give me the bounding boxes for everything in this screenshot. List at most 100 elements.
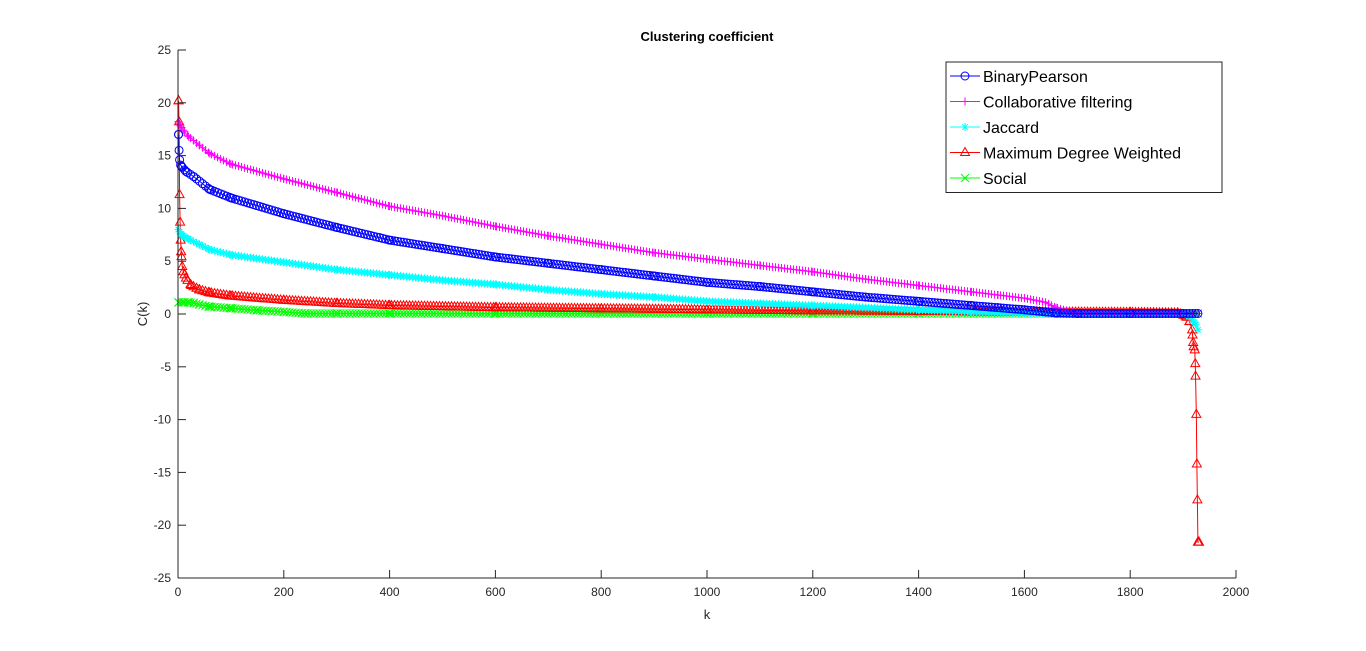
data-point xyxy=(822,288,832,298)
data-point xyxy=(1190,318,1199,327)
data-point xyxy=(693,276,703,286)
data-point xyxy=(222,249,231,258)
data-point xyxy=(798,286,808,296)
data-point xyxy=(789,285,799,295)
data-point xyxy=(1186,323,1198,334)
data-point xyxy=(1059,308,1069,318)
data-point xyxy=(486,251,496,261)
data-point xyxy=(332,309,342,318)
y-tick-label: 5 xyxy=(164,254,171,268)
data-point xyxy=(825,288,835,298)
data-point xyxy=(1189,357,1201,368)
data-point xyxy=(579,263,589,273)
data-point xyxy=(717,278,727,288)
data-point xyxy=(1182,308,1192,318)
data-point xyxy=(252,305,262,315)
legend-item: Jaccard xyxy=(950,120,1039,137)
x-tick-label: 1400 xyxy=(905,585,932,599)
data-point xyxy=(957,300,967,310)
data-point xyxy=(801,286,811,296)
data-point xyxy=(175,245,187,256)
data-point xyxy=(1014,304,1024,314)
data-point xyxy=(396,237,406,247)
data-point xyxy=(914,296,924,306)
data-point xyxy=(967,301,976,311)
data-point xyxy=(909,296,919,306)
data-point xyxy=(384,299,395,310)
data-point xyxy=(216,248,225,257)
data-point xyxy=(1089,308,1099,318)
data-point xyxy=(444,244,454,254)
data-point xyxy=(491,222,500,231)
data-point xyxy=(1092,308,1102,318)
x-tick-label: 200 xyxy=(274,585,294,599)
data-point xyxy=(726,279,736,289)
data-point xyxy=(1176,308,1186,318)
data-point xyxy=(615,267,625,277)
data-point xyxy=(687,275,697,285)
data-point xyxy=(1035,306,1045,316)
data-point xyxy=(780,284,790,294)
y-tick-label: -10 xyxy=(154,413,172,427)
data-point xyxy=(703,255,711,264)
data-point xyxy=(762,282,772,292)
data-point xyxy=(1095,308,1105,318)
data-point xyxy=(1077,308,1087,318)
legend-item: Collaborative filtering xyxy=(950,95,1132,112)
data-point xyxy=(846,291,856,301)
data-point xyxy=(936,298,946,308)
data-point xyxy=(501,253,511,263)
data-point xyxy=(1192,493,1203,504)
data-point xyxy=(1191,457,1203,468)
data-point xyxy=(332,222,342,232)
data-point xyxy=(1190,370,1201,380)
data-point xyxy=(879,294,889,304)
data-point xyxy=(888,294,898,304)
data-point xyxy=(447,245,457,255)
data-point xyxy=(840,290,850,300)
data-point xyxy=(175,119,184,128)
data-point xyxy=(525,256,535,266)
data-point xyxy=(903,295,913,305)
data-point xyxy=(226,160,235,169)
data-point xyxy=(963,300,973,310)
data-point xyxy=(885,294,895,304)
data-point xyxy=(870,293,880,303)
legend-marker xyxy=(961,123,969,131)
data-point xyxy=(195,141,204,150)
data-point xyxy=(702,277,712,287)
data-point xyxy=(1098,308,1108,318)
x-tick-label: 2000 xyxy=(1223,585,1250,599)
data-point xyxy=(972,301,982,311)
data-point xyxy=(432,243,442,253)
data-point xyxy=(194,300,204,309)
data-point xyxy=(639,270,649,280)
data-point xyxy=(385,270,394,279)
legend-label: Social xyxy=(983,171,1027,188)
data-point xyxy=(219,249,228,258)
legend-marker xyxy=(961,97,969,106)
data-point xyxy=(510,254,520,264)
data-point xyxy=(480,250,490,260)
data-point xyxy=(531,257,541,267)
data-point xyxy=(198,179,208,189)
data-point xyxy=(808,267,817,276)
data-point xyxy=(179,231,188,240)
data-point xyxy=(198,241,207,250)
data-point xyxy=(714,278,724,288)
data-point xyxy=(1086,308,1096,318)
data-point xyxy=(1011,304,1021,314)
data-point xyxy=(603,265,613,275)
data-point xyxy=(852,291,862,301)
data-point xyxy=(498,253,508,263)
x-tick-label: 1000 xyxy=(694,585,721,599)
data-point xyxy=(570,261,580,271)
data-point xyxy=(633,269,643,279)
data-point xyxy=(465,248,475,258)
data-point xyxy=(999,303,1009,313)
data-point xyxy=(513,255,523,265)
data-point xyxy=(544,285,553,294)
legend-marker xyxy=(959,146,971,156)
data-point xyxy=(708,278,718,288)
series-layer xyxy=(173,94,1205,546)
